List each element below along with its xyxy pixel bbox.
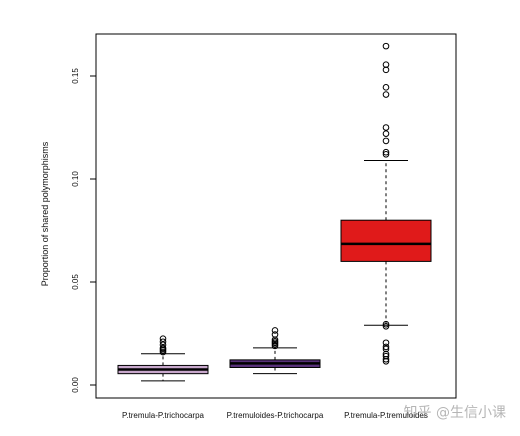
outlier-point — [159, 341, 167, 349]
watermark: 知乎 @生信小课 — [403, 405, 506, 421]
y-tick-label: 0.05 — [71, 274, 80, 290]
box-1 — [117, 335, 209, 382]
outlier-point — [382, 150, 390, 158]
outlier-point — [382, 148, 390, 156]
outlier-point — [382, 130, 390, 137]
outlier-point — [382, 358, 390, 365]
outlier-point — [382, 42, 390, 50]
outlier-point — [382, 61, 390, 68]
x-axis: P.tremula-P.trichocarpa P.tremuloides-P.t… — [122, 411, 428, 420]
y-axis-label: Proportion of shared polymorphisms — [40, 141, 50, 286]
outlier-point — [271, 331, 279, 338]
outlier-point — [159, 335, 167, 342]
outlier-point — [382, 339, 390, 347]
box-2 — [229, 327, 321, 375]
outlier-point — [382, 124, 390, 131]
y-tick-label: 0.00 — [71, 377, 80, 393]
plot-frame — [95, 33, 457, 399]
outlier-point — [382, 137, 390, 145]
box-iqr — [340, 219, 432, 262]
outlier-point — [382, 322, 390, 330]
x-tick-label: P.tremuloides-P.trichocarpa — [227, 411, 324, 420]
x-tick-label: P.tremula-P.trichocarpa — [122, 411, 205, 420]
box-3 — [340, 42, 432, 365]
outlier-point — [271, 327, 279, 334]
y-tick-label: 0.10 — [71, 171, 80, 187]
y-axis: 0.00 0.05 0.10 0.15 — [71, 68, 96, 393]
y-tick-label: 0.15 — [71, 68, 80, 84]
x-tick-label: P.tremula-P.tremuloides — [344, 411, 428, 420]
outlier-point — [382, 84, 390, 91]
outlier-point — [382, 320, 390, 328]
outlier-point — [382, 91, 390, 98]
box-group — [117, 42, 432, 382]
outlier-point — [382, 343, 390, 351]
outlier-point — [159, 338, 167, 346]
outlier-point — [382, 355, 390, 363]
outlier-point — [159, 344, 167, 352]
